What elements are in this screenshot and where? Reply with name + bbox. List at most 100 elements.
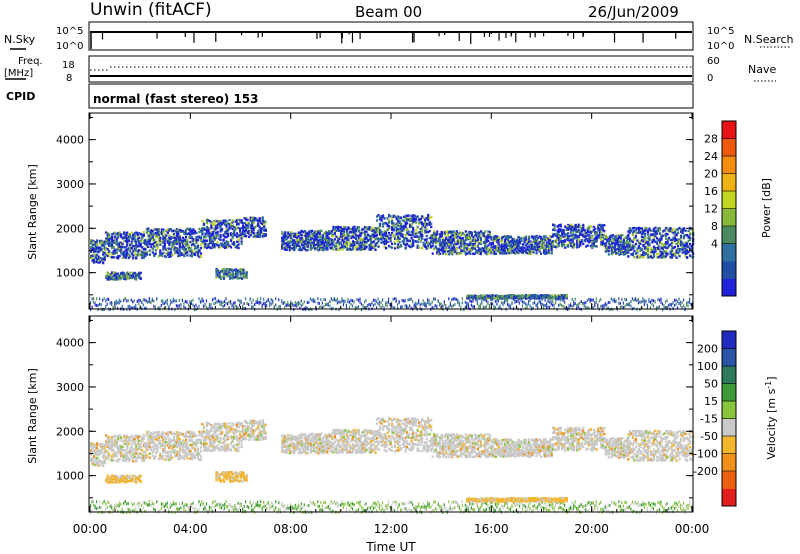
power-cell bbox=[339, 242, 343, 245]
power-cell bbox=[514, 242, 517, 246]
power-cell bbox=[118, 241, 121, 244]
power-near-cell bbox=[183, 301, 185, 305]
power-cell bbox=[216, 223, 219, 227]
power-cell bbox=[413, 235, 416, 238]
power-cell bbox=[580, 233, 583, 236]
power-cell bbox=[387, 219, 391, 222]
power-near-cell bbox=[401, 305, 403, 309]
power-cell bbox=[287, 242, 290, 246]
power-near-cell bbox=[383, 306, 385, 310]
power-cell bbox=[615, 239, 618, 242]
power-cell bbox=[521, 250, 525, 253]
power-cell bbox=[658, 228, 662, 232]
power-cell bbox=[660, 235, 663, 239]
power-cell bbox=[395, 245, 398, 249]
power-cell bbox=[392, 223, 395, 226]
power-near-cell bbox=[204, 304, 206, 308]
power-cell bbox=[347, 237, 350, 241]
power-near-cell bbox=[676, 300, 679, 304]
power-cell bbox=[368, 244, 371, 247]
power-near-cell bbox=[400, 305, 402, 309]
power-near-cell bbox=[96, 297, 98, 301]
power-cell bbox=[502, 235, 505, 239]
power-cell bbox=[395, 233, 398, 236]
power-near-cell bbox=[391, 304, 393, 308]
power-cell bbox=[687, 250, 690, 254]
power-cell bbox=[145, 251, 148, 254]
power-cell bbox=[493, 244, 496, 248]
power-cell bbox=[314, 234, 317, 238]
power-cell bbox=[601, 233, 604, 237]
power-cell bbox=[153, 245, 156, 249]
power-cell bbox=[564, 246, 567, 249]
power-cell bbox=[363, 237, 367, 240]
power-cell bbox=[445, 246, 448, 249]
power-cell bbox=[207, 243, 210, 246]
power-near-cell bbox=[609, 300, 611, 304]
power-cell bbox=[682, 244, 686, 247]
power-cell bbox=[407, 214, 410, 217]
power-cell bbox=[261, 232, 264, 236]
power-near-cell bbox=[329, 300, 331, 304]
power-cell bbox=[133, 245, 136, 248]
power-cell bbox=[166, 248, 169, 252]
power-cell bbox=[163, 255, 166, 258]
power-cell bbox=[570, 223, 573, 227]
power-cell bbox=[348, 242, 352, 246]
power-cell bbox=[314, 243, 317, 247]
power-cell bbox=[415, 221, 418, 224]
power-cell bbox=[363, 225, 367, 229]
power-cell bbox=[437, 250, 440, 253]
power-near-cell bbox=[93, 297, 95, 301]
power-cell bbox=[547, 251, 550, 255]
power-cell bbox=[681, 231, 684, 235]
power-cell bbox=[669, 250, 672, 253]
power-cell bbox=[586, 244, 589, 247]
power-cell bbox=[168, 255, 171, 259]
power-near-cell bbox=[186, 300, 188, 304]
power-near-cell bbox=[168, 305, 170, 309]
power-near-cell bbox=[148, 300, 150, 304]
power-near-cell bbox=[494, 306, 497, 310]
power-cell bbox=[485, 237, 489, 240]
power-cell bbox=[389, 245, 392, 249]
power-cell bbox=[317, 249, 320, 252]
power-cell bbox=[186, 227, 189, 231]
power-cell bbox=[180, 241, 183, 244]
power-cell bbox=[669, 243, 672, 246]
power-cell bbox=[219, 230, 222, 233]
power-near-cell bbox=[564, 305, 566, 309]
power-cell bbox=[464, 244, 467, 247]
power-cell bbox=[640, 248, 644, 251]
power-cell bbox=[332, 239, 335, 243]
power-cell bbox=[588, 238, 591, 241]
power-near-cell bbox=[455, 297, 457, 301]
power-patch-cell bbox=[106, 278, 109, 281]
power-near-cell bbox=[375, 300, 378, 304]
power-cell bbox=[403, 228, 406, 231]
power-cell bbox=[561, 245, 564, 248]
power-cell bbox=[344, 242, 347, 246]
power-cell bbox=[118, 254, 121, 258]
power-cell bbox=[383, 222, 386, 225]
power-cell bbox=[344, 226, 347, 229]
power-cell bbox=[664, 226, 668, 230]
power-near-cell bbox=[190, 301, 193, 305]
power-cell bbox=[177, 230, 180, 234]
power-cell bbox=[299, 240, 302, 243]
power-cell bbox=[503, 251, 507, 254]
power-cell bbox=[449, 248, 452, 251]
power-cell bbox=[114, 236, 117, 240]
power-cell bbox=[186, 250, 189, 254]
power-cell bbox=[257, 219, 260, 222]
power-cell bbox=[284, 246, 287, 249]
power-cell bbox=[165, 234, 168, 237]
power-cell bbox=[220, 222, 224, 226]
power-near-cell bbox=[336, 301, 339, 305]
power-cell bbox=[178, 250, 181, 253]
power-cell bbox=[407, 230, 410, 233]
power-cell bbox=[157, 255, 160, 258]
power-cell bbox=[442, 247, 445, 250]
power-near-cell bbox=[223, 299, 226, 303]
power-near-cell bbox=[111, 300, 113, 304]
